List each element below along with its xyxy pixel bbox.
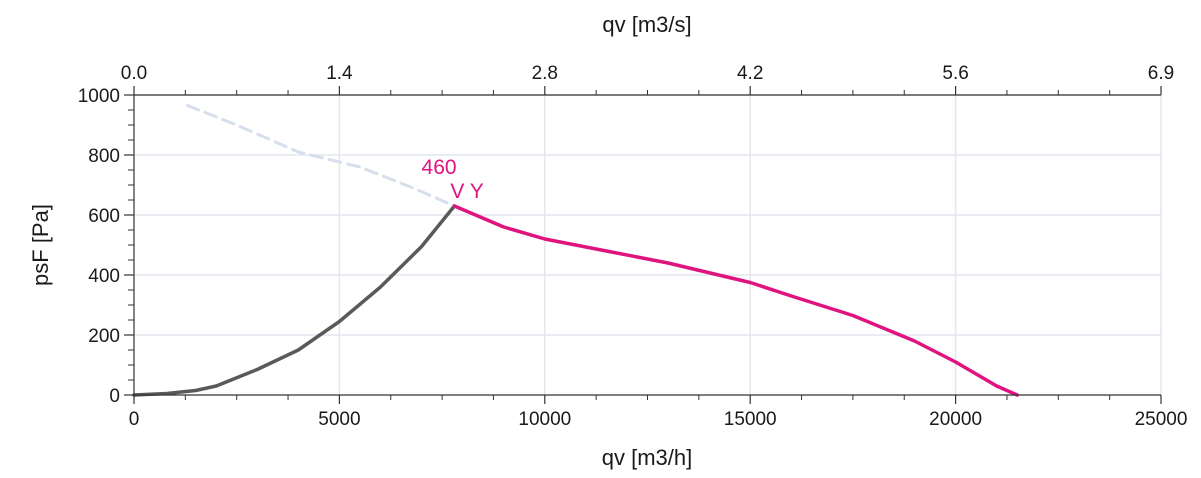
x-tick-label: 25000 bbox=[1135, 409, 1188, 430]
x2-tick-label: 4.2 bbox=[737, 63, 763, 84]
system-curve-line bbox=[132, 204, 457, 397]
x2-tick-label: 5.6 bbox=[942, 63, 968, 84]
x2-axis-title: qv [m3/s] bbox=[602, 12, 691, 37]
series-layer bbox=[132, 104, 1019, 397]
x2-tick-label: 1.4 bbox=[326, 63, 353, 84]
x-tick-label: 20000 bbox=[929, 409, 982, 430]
fan-curve-line bbox=[452, 204, 1019, 397]
axes bbox=[124, 86, 1162, 404]
grid bbox=[134, 94, 1162, 395]
x-tick-label: 0 bbox=[129, 409, 140, 430]
y-tick-label: 600 bbox=[88, 206, 120, 227]
curve-annotation: V Y bbox=[450, 180, 483, 203]
system-curve-extension-line bbox=[185, 104, 456, 208]
y-tick-label: 0 bbox=[109, 386, 120, 407]
minor-ticks bbox=[128, 90, 1111, 400]
y-tick-label: 400 bbox=[88, 266, 120, 287]
x-axis-title: qv [m3/h] bbox=[602, 445, 692, 470]
x-tick-label: 15000 bbox=[724, 409, 777, 430]
x-tick-label: 5000 bbox=[318, 409, 360, 430]
curve-annotation: 460 bbox=[422, 156, 457, 179]
y-axis-title: psF [Pa] bbox=[28, 204, 53, 286]
x2-tick-label: 6.9 bbox=[1148, 63, 1174, 84]
x2-tick-label: 2.8 bbox=[532, 63, 558, 84]
y-tick-label: 1000 bbox=[78, 86, 120, 107]
y-tick-label: 800 bbox=[88, 146, 120, 167]
x2-tick-label: 0.0 bbox=[121, 63, 147, 84]
y-tick-label: 200 bbox=[88, 326, 120, 347]
x-tick-label: 10000 bbox=[518, 409, 571, 430]
